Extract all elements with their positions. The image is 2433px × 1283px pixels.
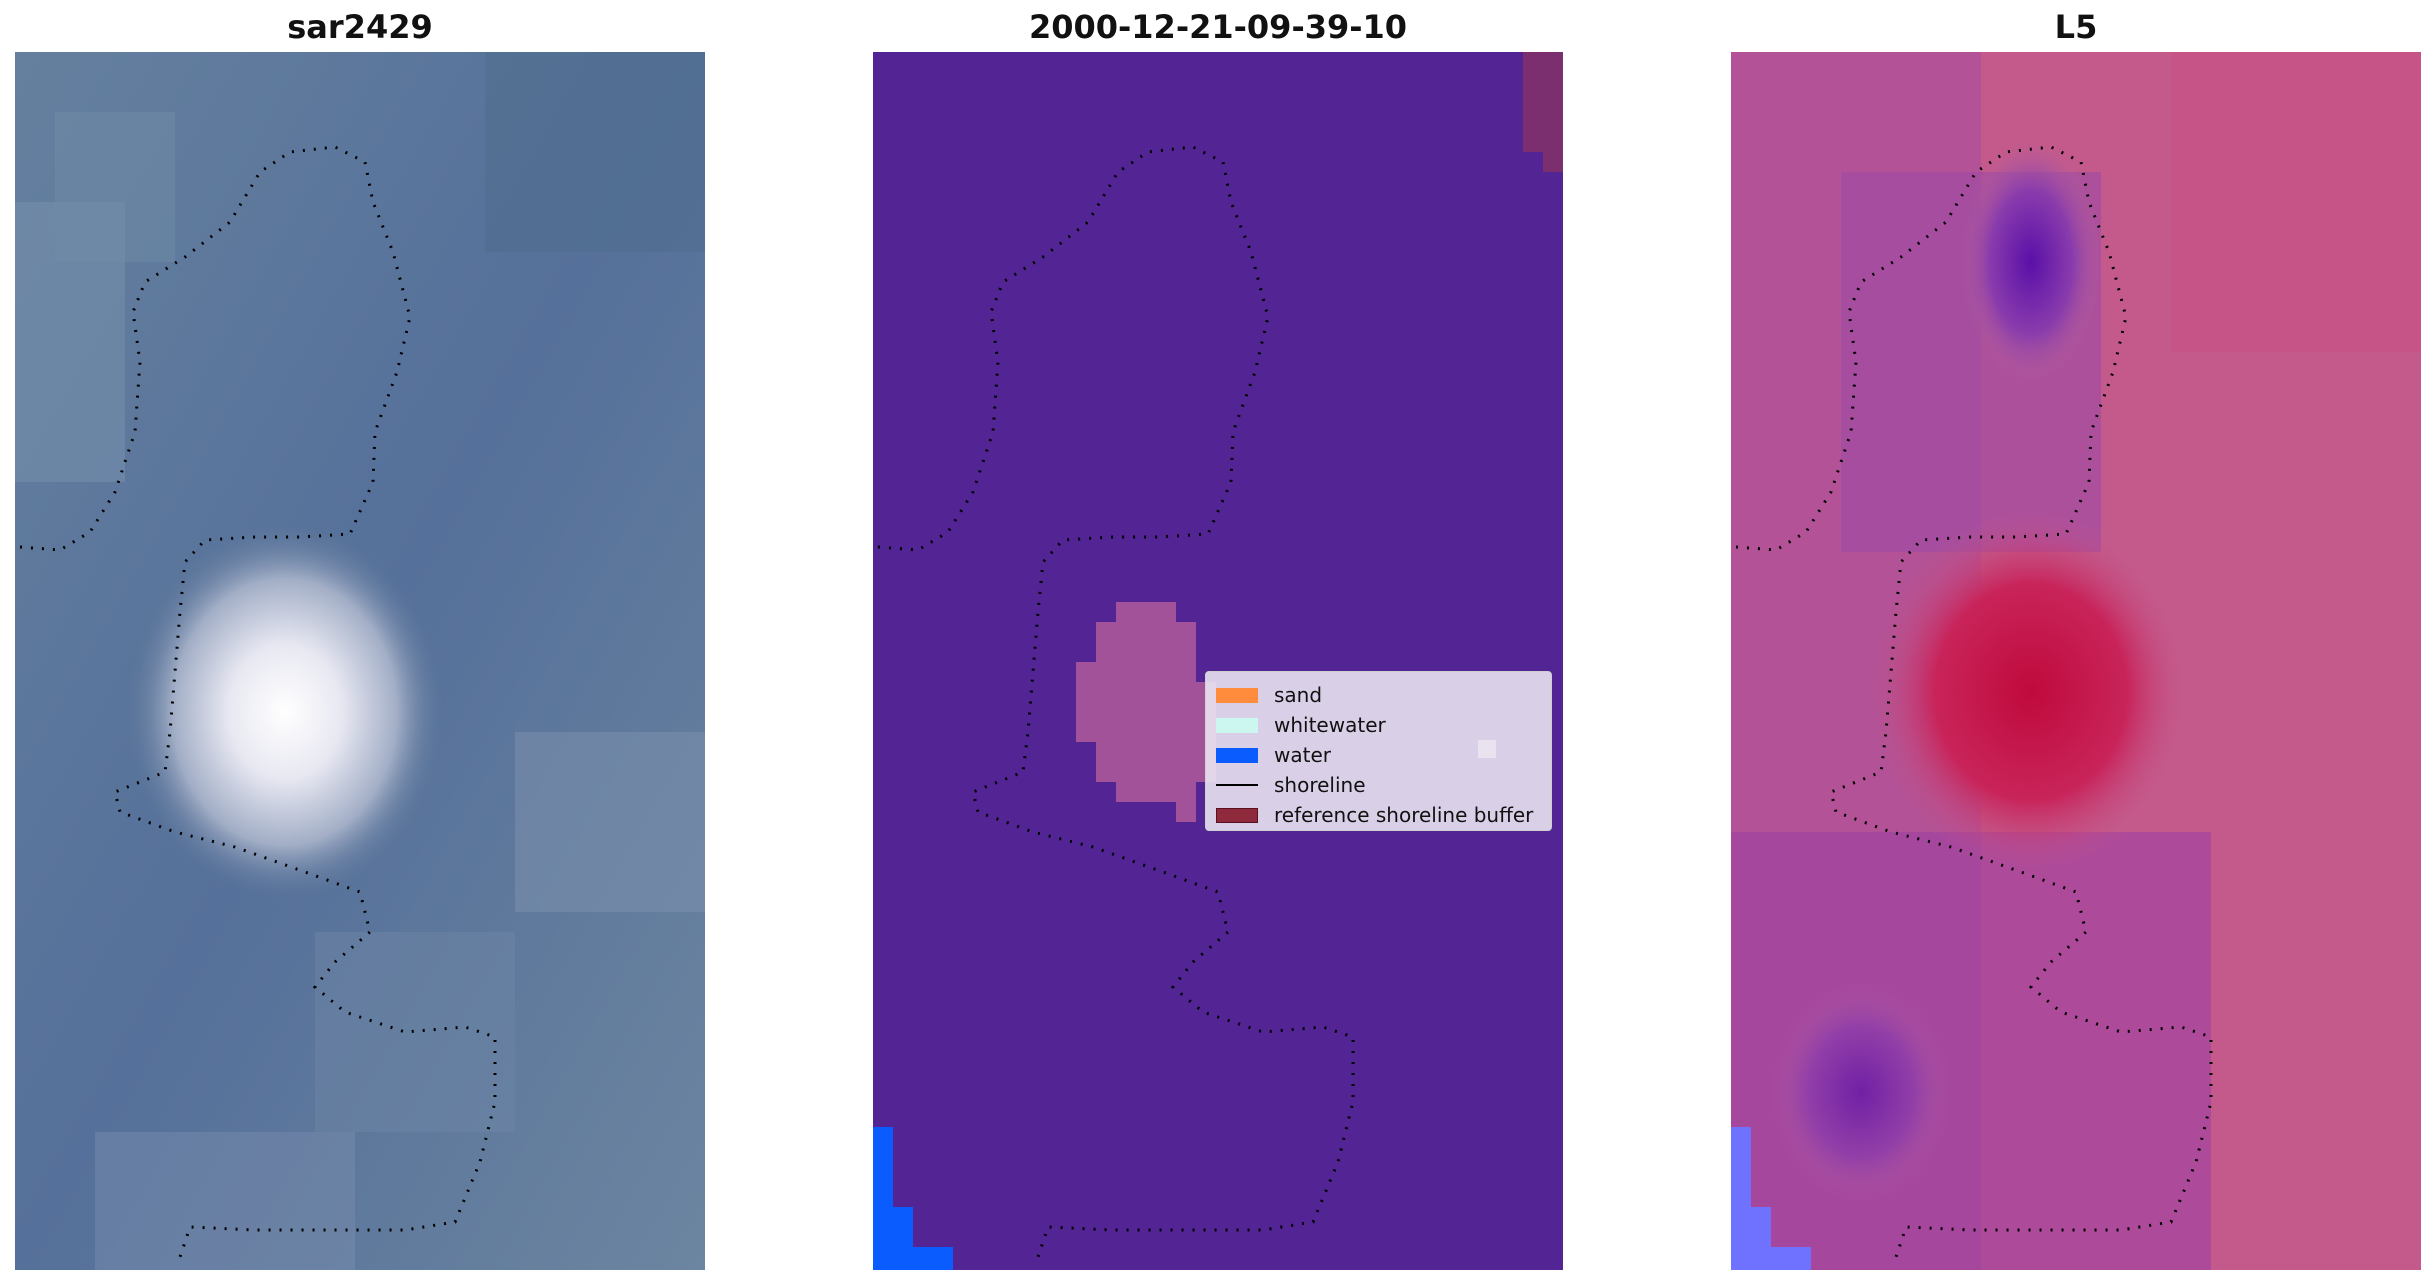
legend-item-water: water xyxy=(1216,740,1541,770)
legend-label: whitewater xyxy=(1274,713,1386,737)
rgb-image xyxy=(15,52,705,1270)
panel-title-l5: L5 xyxy=(2054,8,2098,46)
water-region xyxy=(873,1127,953,1270)
legend-item-shoreline: shoreline xyxy=(1216,770,1541,800)
l5-image xyxy=(1731,52,2421,1270)
water-region-l5 xyxy=(1731,1127,1811,1270)
legend-label: water xyxy=(1274,743,1331,767)
legend-label: shoreline xyxy=(1274,773,1366,797)
legend-label: sand xyxy=(1274,683,1323,707)
l5-panel: L5 xyxy=(1731,0,2421,1283)
legend-item-reference-buffer: reference shoreline buffer xyxy=(1216,800,1541,830)
classification-panel: 2000-12-21-09-39-10 xyxy=(873,0,1563,1283)
panel-title-classification: 2000-12-21-09-39-10 xyxy=(1028,8,1408,46)
water-swatch xyxy=(1216,747,1258,763)
panel-title-rgb: sar2429 xyxy=(287,8,433,46)
classification-image xyxy=(873,52,1563,1270)
shoreline-line-icon xyxy=(1216,784,1258,786)
legend-item-whitewater: whitewater xyxy=(1216,710,1541,740)
whitewater-swatch xyxy=(1216,717,1258,733)
legend: sand whitewater water shoreline referenc… xyxy=(1205,671,1552,831)
buffer-highlight xyxy=(1076,602,1216,822)
legend-item-sand: sand xyxy=(1216,680,1541,710)
sand-swatch xyxy=(1216,687,1258,703)
rgb-panel: sar2429 xyxy=(15,0,705,1283)
buffer-swatch xyxy=(1216,807,1258,823)
legend-label: reference shoreline buffer xyxy=(1274,803,1534,827)
